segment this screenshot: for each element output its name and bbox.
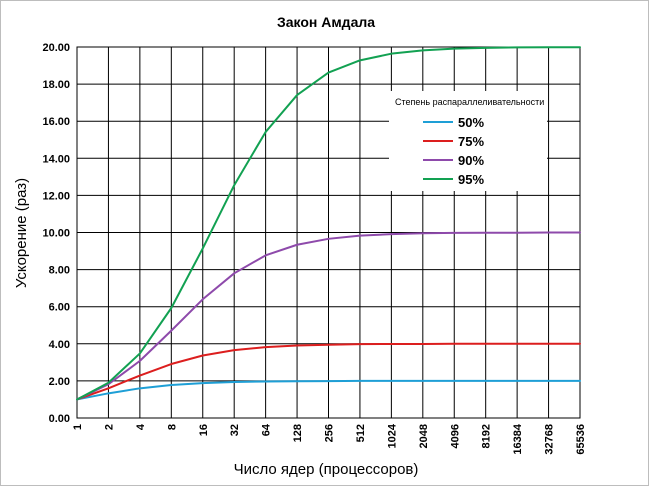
- chart-title: Закон Амдала: [277, 14, 375, 30]
- x-tick-label: 512: [355, 424, 367, 442]
- y-tick-label: 6.00: [49, 302, 70, 314]
- x-tick-label: 2: [103, 424, 115, 430]
- x-tick-label: 128: [292, 424, 304, 442]
- x-tick-label: 64: [261, 423, 273, 436]
- y-tick-label: 12.00: [42, 190, 70, 202]
- legend: Степень распараллеливательности 50% 75% 90…: [389, 91, 547, 191]
- x-tick-label: 16: [198, 424, 210, 436]
- legend-label: 90%: [458, 153, 484, 168]
- legend-label: 95%: [458, 172, 484, 187]
- y-axis-ticks: 0.00 2.00 4.00 6.00 8.00 10.00 12.00 14.00 16.00…: [42, 42, 70, 425]
- y-tick-label: 4.00: [49, 339, 70, 351]
- x-tick-label: 8: [166, 424, 178, 430]
- x-tick-label: 2048: [418, 424, 430, 448]
- y-tick-label: 18.00: [42, 79, 70, 91]
- x-tick-label: 16384: [512, 423, 524, 454]
- legend-label: 50%: [458, 115, 484, 130]
- x-tick-label: 4096: [449, 424, 461, 448]
- legend-label: 75%: [458, 134, 484, 149]
- legend-title: Степень распараллеливательности: [395, 97, 544, 107]
- y-tick-label: 2.00: [49, 376, 70, 388]
- y-tick-label: 14.00: [42, 153, 70, 165]
- series-line-75pct: [76, 342, 581, 401]
- series-line-50pct: [76, 379, 581, 401]
- x-tick-label: 256: [324, 424, 336, 442]
- x-axis-title: Число ядер (процессоров): [234, 461, 419, 478]
- series-lines: [76, 46, 581, 401]
- x-tick-label: 32768: [544, 424, 556, 455]
- y-tick-label: 10.00: [42, 228, 70, 240]
- y-axis-title: Ускорение (раз): [13, 178, 30, 288]
- x-tick-label: 4: [135, 423, 147, 430]
- x-tick-label: 1024: [386, 423, 398, 448]
- x-axis-ticks: 1 2 4 8 16 32 64 128 256 512 1024 2048 4096 8192 16384…: [72, 423, 587, 454]
- y-tick-label: 16.00: [42, 116, 70, 128]
- y-tick-label: 0.00: [49, 413, 70, 425]
- series-line-95pct: [76, 46, 581, 401]
- legend-items: 50% 75% 90% 95%: [423, 115, 484, 187]
- x-tick-label: 32: [229, 424, 241, 436]
- x-tick-label: 8192: [481, 424, 493, 448]
- legend-box: [389, 91, 547, 191]
- x-tick-label: 1: [72, 424, 84, 430]
- y-tick-label: 20.00: [42, 42, 70, 54]
- x-tick-label: 65536: [575, 424, 587, 455]
- series-line-90pct: [76, 231, 581, 401]
- y-tick-label: 8.00: [49, 265, 70, 277]
